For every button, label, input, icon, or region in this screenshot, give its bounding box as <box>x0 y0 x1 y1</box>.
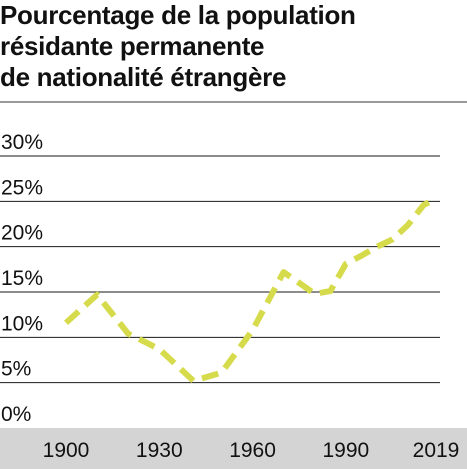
data-point <box>281 269 287 275</box>
data-points <box>63 196 439 384</box>
x-axis-tick-labels: 1900 1930 1960 1990 2019 <box>43 439 460 462</box>
data-point <box>421 202 427 208</box>
data-point <box>389 236 395 242</box>
chart-title-line-2: résidante permanente <box>0 31 265 61</box>
data-point <box>156 346 162 352</box>
data-point <box>343 261 349 267</box>
chart-title-line-3: de nationalité étrangère <box>0 62 287 92</box>
data-point <box>190 378 196 384</box>
data-point <box>433 196 439 202</box>
data-point <box>405 222 411 228</box>
y-tick-label: 30% <box>1 131 43 154</box>
y-axis-tick-labels: 0% 5% 10% 15% 20% 25% 30% <box>1 131 43 426</box>
series-line <box>63 195 438 384</box>
data-point <box>125 331 131 337</box>
x-tick-label: 1930 <box>136 439 183 462</box>
data-point <box>312 291 318 297</box>
gridlines <box>0 155 440 384</box>
data-point <box>250 327 256 333</box>
chart-title-line-1: Pourcentage de la population <box>0 0 356 30</box>
y-tick-label: 0% <box>1 403 31 426</box>
data-point <box>327 288 333 294</box>
chart-title: Pourcentage de la population résidante p… <box>0 0 467 93</box>
x-tick-label: 1960 <box>229 439 276 462</box>
y-tick-label: 25% <box>1 176 43 199</box>
data-point <box>63 320 69 326</box>
y-tick-label: 10% <box>1 312 43 335</box>
x-tick-label: 2019 <box>413 439 460 462</box>
data-point <box>94 292 100 298</box>
y-tick-label: 15% <box>1 267 43 290</box>
data-point <box>374 244 380 250</box>
x-tick-label: 1900 <box>43 439 90 462</box>
data-point <box>358 253 364 259</box>
data-point <box>218 370 224 376</box>
x-axis-band <box>0 428 467 469</box>
y-tick-label: 5% <box>1 358 31 381</box>
x-tick-label: 1990 <box>322 439 369 462</box>
y-tick-label: 20% <box>1 222 43 245</box>
